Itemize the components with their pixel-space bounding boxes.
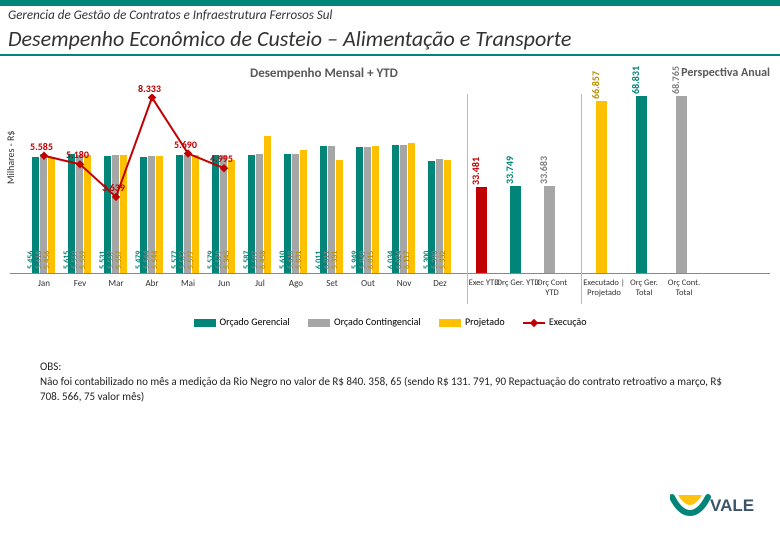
obs-label: OBS:	[40, 360, 61, 373]
chart-legend: Orçado Gerencial Orçado Contingencial Pr…	[10, 314, 770, 328]
legend-item-gerencial: Orçado Gerencial	[194, 315, 290, 328]
y-axis-label: Milhares - R$	[4, 130, 17, 184]
xlabel-Set: Set	[314, 278, 350, 289]
bar-annual-2: 68.765	[676, 96, 687, 273]
bar-Jan-p: 5.456	[48, 157, 55, 273]
xlabel-Mai: Mai	[170, 278, 206, 289]
logo-text: VALE	[710, 496, 754, 515]
vale-logo: VALE	[670, 487, 756, 526]
bar-Nov-p: 6.117	[408, 143, 415, 273]
xlabel-Jul: Jul	[242, 278, 278, 289]
xlabel-Mar: Mar	[98, 278, 134, 289]
bar-Set-p: 5.331	[336, 160, 343, 273]
xlabel-Jan: Jan	[26, 278, 62, 289]
bar-Abr-p: 5.544	[156, 156, 163, 273]
observation-note: OBS: Não foi contabilizado no mês a medi…	[0, 346, 780, 405]
exec-value-1: 5.180	[66, 148, 89, 161]
bar-Ago-p: 5.831	[300, 150, 307, 273]
bar-annual-1: 68.831	[636, 96, 647, 273]
legend-item-execucao: Execução	[523, 315, 587, 328]
bar-Fev-p: 5.559	[84, 155, 91, 273]
exec-value-5: 4.995	[210, 152, 233, 165]
page-subtitle: Gerencia de Gestão de Contratos e Infrae…	[0, 6, 780, 25]
xlabel-annual-2: Orç Cont. Total	[662, 278, 706, 298]
xlabel-annual-0: Executado | Projetado	[582, 278, 626, 298]
chart-divider-1	[581, 94, 582, 304]
xlabel-Dez: Dez	[422, 278, 458, 289]
bar-ytd-2: 33.683	[544, 186, 555, 273]
exec-value-4: 5.690	[174, 138, 197, 151]
chart-divider-0	[467, 94, 468, 304]
bar-Mar-p: 5.557	[120, 155, 127, 273]
bar-ytd-0: 33.481	[476, 187, 487, 273]
xlabel-Jun: Jun	[206, 278, 242, 289]
bar-Dez-p: 5.332	[444, 160, 451, 273]
xlabel-Ago: Ago	[278, 278, 314, 289]
chart-title-annual: Perspectiva Anual	[681, 66, 770, 80]
bar-ytd-1: 33.749	[510, 186, 521, 273]
exec-value-0: 5.585	[30, 140, 53, 153]
xlabel-Nov: Nov	[386, 278, 422, 289]
exec-value-3: 8.333	[138, 82, 161, 95]
xlabel-ytd-2: Orç Cont YTD	[530, 278, 574, 298]
xlabel-Fev: Fev	[62, 278, 98, 289]
xlabel-Out: Out	[350, 278, 386, 289]
legend-item-projetado: Projetado	[439, 315, 505, 328]
combined-chart: Desempenho Mensal + YTD Perspectiva Anua…	[10, 66, 770, 346]
bar-Mai-p: 5.577	[192, 155, 199, 273]
legend-item-contingencial: Orçado Contingencial	[308, 315, 421, 328]
exec-value-2: 3.639	[102, 181, 125, 194]
page-title: Desempenho Econômico de Custeio – Alimen…	[0, 25, 780, 56]
xlabel-annual-1: Orç Ger. Total	[622, 278, 666, 298]
xlabel-Abr: Abr	[134, 278, 170, 289]
bar-Out-p: 6.015	[372, 146, 379, 273]
obs-text: Não foi contabilizado no mês a medição d…	[40, 375, 722, 403]
bar-annual-0: 66.857	[596, 101, 607, 273]
chart-title-monthly: Desempenho Mensal + YTD	[250, 66, 398, 81]
bar-Jun-p: 5.345	[228, 160, 235, 273]
bar-Jul-p: 6.458	[264, 136, 271, 273]
chart-plot-area: Milhares - R$ 5.4565.6185.4565.6155.5595…	[10, 94, 770, 274]
